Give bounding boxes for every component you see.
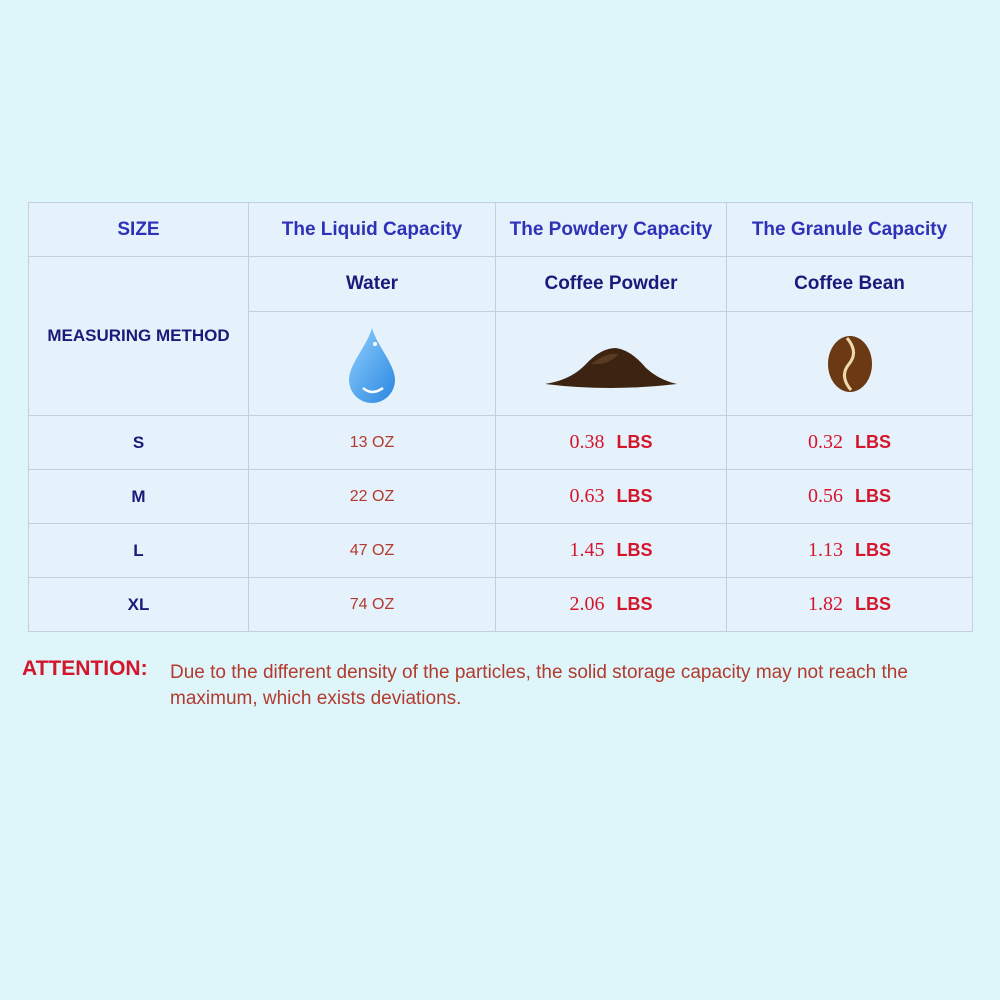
powder-cell: 0.38 LBS [495,415,727,470]
powder-value: 1.45 [569,539,605,561]
bean-cell: 0.56 LBS [726,469,973,524]
bean-cell: 1.13 LBS [726,523,973,578]
bean-value: 1.82 [808,593,843,615]
attention-label: ATTENTION: [22,657,148,680]
bean-icon-cell [726,311,973,416]
water-label: Water [248,256,496,312]
unit-label: LBS [616,540,653,560]
unit-label: LBS [616,594,653,614]
powder-cell: 2.06 LBS [495,577,727,632]
powder-value: 2.06 [569,593,605,615]
attention-text: Due to the different density of the part… [170,662,908,709]
unit-label: LBS [855,594,891,614]
coffee-bean-icon [827,335,872,392]
bean-value: 0.32 [808,431,843,453]
size-cell: L [28,523,249,578]
powder-value: 0.63 [569,485,605,507]
bean-value: 0.56 [808,485,843,507]
measuring-method-label: MEASURING METHOD [28,256,249,416]
coffee-powder-icon [545,347,677,388]
header-size: SIZE [28,202,249,257]
bean-cell: 0.32 LBS [726,415,973,470]
coffee-powder-label: Coffee Powder [495,256,727,312]
header-granule: The Granule Capacity [726,202,973,257]
unit-label: LBS [616,432,653,452]
header-powdery: The Powdery Capacity [495,202,727,257]
unit-label: LBS [855,432,891,452]
powder-icon-cell [495,311,727,416]
liquid-cell: 74 OZ [248,577,496,632]
liquid-cell: 47 OZ [248,523,496,578]
unit-label: LBS [616,486,653,506]
powder-cell: 1.45 LBS [495,523,727,578]
size-cell: XL [28,577,249,632]
unit-label: LBS [855,540,891,560]
powder-value: 0.38 [569,431,605,453]
water-drop-icon [349,327,395,403]
water-icon-cell [248,311,496,416]
coffee-bean-label: Coffee Bean [726,256,973,312]
liquid-cell: 22 OZ [248,469,496,524]
bean-value: 1.13 [808,539,843,561]
powder-cell: 0.63 LBS [495,469,727,524]
liquid-cell: 13 OZ [248,415,496,470]
size-cell: M [28,469,249,524]
header-liquid: The Liquid Capacity [248,202,496,257]
size-cell: S [28,415,249,470]
bean-cell: 1.82 LBS [726,577,973,632]
unit-label: LBS [855,486,891,506]
